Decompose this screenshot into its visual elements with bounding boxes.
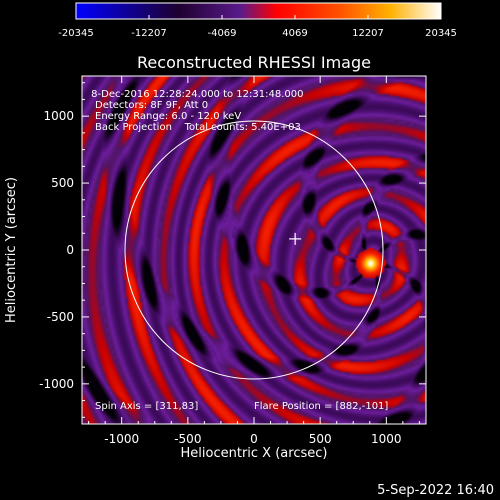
info-line-date: 8-Dec-2016 12:28:24.000 to 12:31:48.000 (88, 89, 304, 100)
info-block: 8-Dec-2016 12:28:24.000 to 12:31:48.000 … (88, 89, 304, 133)
y-axis-label: Heliocentric Y (arcsec) (4, 177, 19, 323)
timestamp: 5-Sep-2022 16:40 (377, 483, 494, 498)
info-line-energy: Energy Range: 6.0 - 12.0 keV (95, 111, 241, 122)
x-axis: -1000 -500 0 500 1000 (88, 76, 420, 446)
chart-title: Reconstructed RHESSI Image (137, 53, 371, 72)
spin-axis-label: Spin Axis = [311,83] (95, 401, 198, 412)
y-axis: -1000 -500 0 500 1000 (39, 82, 426, 418)
colorbar-tick-label: -20345 (58, 28, 93, 39)
colorbar-ticks: -20345 -12207 -4069 4069 12207 20345 (58, 15, 457, 39)
y-tick-label: 0 (66, 243, 74, 257)
flare-position-label: Flare Position = [882,-101] (254, 401, 388, 412)
x-tick-label: -1000 (104, 432, 139, 446)
colorbar-tick-label: 4069 (282, 28, 307, 39)
y-tick-label: -500 (47, 310, 74, 324)
info-line-method: Back Projection Total counts: 5.40E+03 (95, 122, 301, 133)
heatmap-image (82, 76, 426, 424)
solar-limb-circle (124, 120, 384, 380)
info-line-detectors: Detectors: 8F 9F, Att 0 (95, 100, 208, 111)
colorbar-gradient (76, 3, 441, 19)
x-axis-label: Heliocentric X (arcsec) (181, 446, 328, 461)
colorbar: -20345 -12207 -4069 4069 12207 20345 (58, 2, 457, 39)
colorbar-tick-label: 20345 (425, 28, 457, 39)
colorbar-tick-label: -12207 (131, 28, 166, 39)
x-tick-label: -500 (174, 432, 201, 446)
spin-axis-marker (289, 232, 302, 245)
y-tick-label: -1000 (39, 377, 74, 391)
x-tick-label: 0 (250, 432, 258, 446)
y-tick-label: 500 (51, 176, 74, 190)
colorbar-tick-label: -4069 (207, 28, 236, 39)
colorbar-frame (75, 2, 442, 20)
x-tick-label: 1000 (371, 432, 402, 446)
x-tick-label: 500 (309, 432, 332, 446)
y-tick-label: 1000 (43, 109, 74, 123)
colorbar-tick-label: 12207 (352, 28, 384, 39)
